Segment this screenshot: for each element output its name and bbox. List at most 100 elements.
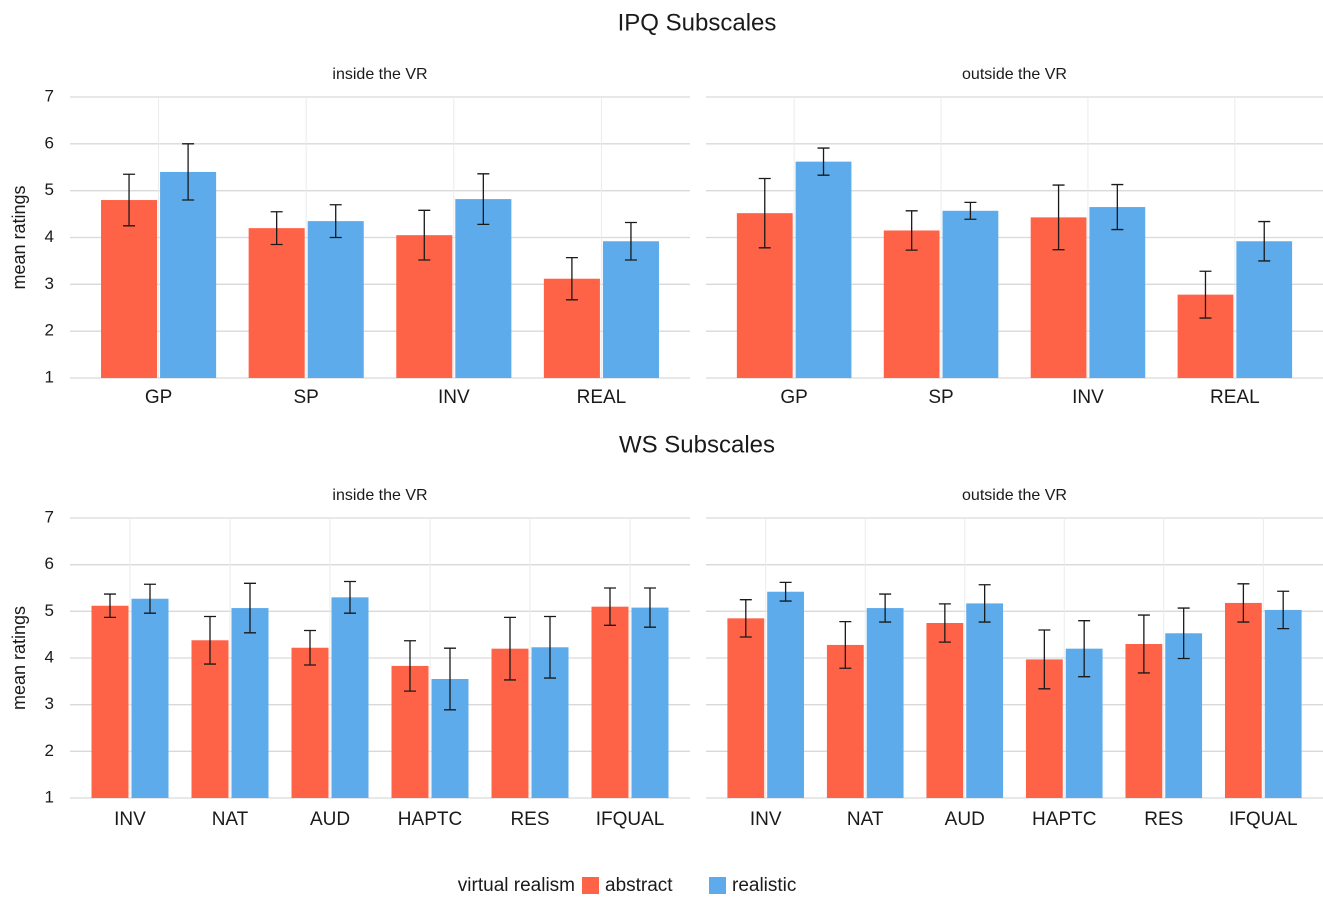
- bar: [1264, 609, 1302, 798]
- y-tick-label: 1: [45, 367, 54, 386]
- y-tick-label: 6: [45, 554, 54, 573]
- error-bar: [182, 143, 195, 201]
- bar: [101, 200, 158, 378]
- section-title: WS Subscales: [619, 431, 775, 458]
- error-bar: [444, 647, 456, 711]
- legend-label: realistic: [732, 875, 796, 896]
- x-tick-label: HAPTC: [398, 809, 462, 830]
- section-title: IPQ Subscales: [618, 9, 777, 36]
- error-bar: [964, 201, 977, 220]
- bar: [331, 597, 369, 798]
- error-bar: [1258, 220, 1271, 262]
- x-tick-label: SP: [928, 387, 953, 408]
- legend-label: abstract: [605, 875, 673, 896]
- y-tick-label: 5: [45, 180, 54, 199]
- error-bar: [1052, 184, 1065, 251]
- error-bar: [104, 593, 116, 619]
- y-tick-label: 1: [45, 787, 54, 806]
- x-tick-label: NAT: [847, 809, 884, 830]
- bar: [631, 607, 669, 798]
- error-bar: [1111, 183, 1124, 231]
- error-bar: [978, 584, 991, 623]
- bar: [131, 598, 169, 798]
- bar: [866, 608, 904, 798]
- x-tick-label: INV: [114, 809, 146, 830]
- error-bar: [244, 582, 256, 634]
- bar: [767, 591, 805, 798]
- error-bar: [1137, 614, 1150, 674]
- facet-label: outside the VR: [962, 487, 1067, 504]
- y-tick-label: 7: [45, 507, 54, 526]
- error-bar: [270, 211, 283, 246]
- x-tick-label: RES: [510, 809, 549, 830]
- error-bar: [477, 173, 490, 226]
- bar: [1165, 633, 1203, 798]
- x-tick-label: GP: [780, 387, 807, 408]
- error-bar: [204, 615, 216, 665]
- x-tick-label: INV: [438, 387, 470, 408]
- error-bar: [1177, 607, 1190, 660]
- y-tick-label: 2: [45, 741, 54, 760]
- facet-label: inside the VR: [332, 487, 427, 504]
- error-bar: [644, 587, 656, 628]
- error-bar: [758, 177, 771, 249]
- bar: [1236, 241, 1293, 378]
- bar: [231, 608, 269, 798]
- x-tick-label: AUD: [310, 809, 350, 830]
- bar: [727, 618, 765, 798]
- error-bar: [1078, 620, 1091, 678]
- error-bar: [565, 256, 578, 301]
- x-tick-label: REAL: [1210, 387, 1260, 408]
- bar: [591, 606, 629, 798]
- error-bar: [418, 209, 431, 261]
- y-tick-label: 6: [45, 133, 54, 152]
- x-tick-label: REAL: [577, 387, 627, 408]
- error-bar: [938, 603, 951, 643]
- legend-title: virtual realism: [458, 875, 575, 896]
- bar: [1089, 207, 1146, 378]
- x-tick-label: INV: [750, 809, 782, 830]
- error-bar: [144, 583, 156, 614]
- error-bar: [1038, 629, 1051, 690]
- x-tick-label: GP: [145, 387, 172, 408]
- error-bar: [879, 593, 892, 623]
- y-axis-label: mean ratings: [9, 185, 29, 289]
- facet-label: inside the VR: [332, 66, 427, 83]
- error-bar: [329, 204, 342, 239]
- bar: [91, 605, 129, 798]
- error-bar: [604, 587, 616, 626]
- error-bar: [504, 616, 516, 681]
- bar: [191, 640, 229, 798]
- bar: [291, 647, 329, 798]
- y-tick-label: 4: [45, 647, 54, 666]
- x-tick-label: SP: [294, 387, 319, 408]
- bar: [795, 161, 852, 378]
- x-tick-label: IFQUAL: [596, 809, 665, 830]
- bar: [455, 199, 512, 378]
- error-bar: [817, 147, 830, 176]
- error-bar: [624, 221, 637, 261]
- bar: [826, 644, 864, 798]
- error-bar: [1277, 590, 1290, 630]
- error-bar: [1199, 270, 1212, 319]
- bar: [160, 171, 217, 378]
- bar: [942, 210, 999, 378]
- error-bar: [404, 640, 416, 692]
- bar: [248, 228, 305, 378]
- error-bar: [739, 599, 752, 638]
- error-bar: [123, 173, 136, 227]
- error-bar: [839, 620, 852, 669]
- legend-swatch: [582, 877, 599, 894]
- x-tick-label: IFQUAL: [1229, 809, 1298, 830]
- x-tick-label: RES: [1144, 809, 1183, 830]
- y-tick-label: 3: [45, 694, 54, 713]
- y-tick-label: 2: [45, 321, 54, 340]
- x-tick-label: NAT: [212, 809, 249, 830]
- bar: [966, 603, 1004, 798]
- y-axis-label: mean ratings: [9, 606, 29, 710]
- error-bar: [544, 615, 556, 679]
- y-tick-label: 5: [45, 601, 54, 620]
- bar: [926, 623, 964, 798]
- legend-swatch: [709, 877, 726, 894]
